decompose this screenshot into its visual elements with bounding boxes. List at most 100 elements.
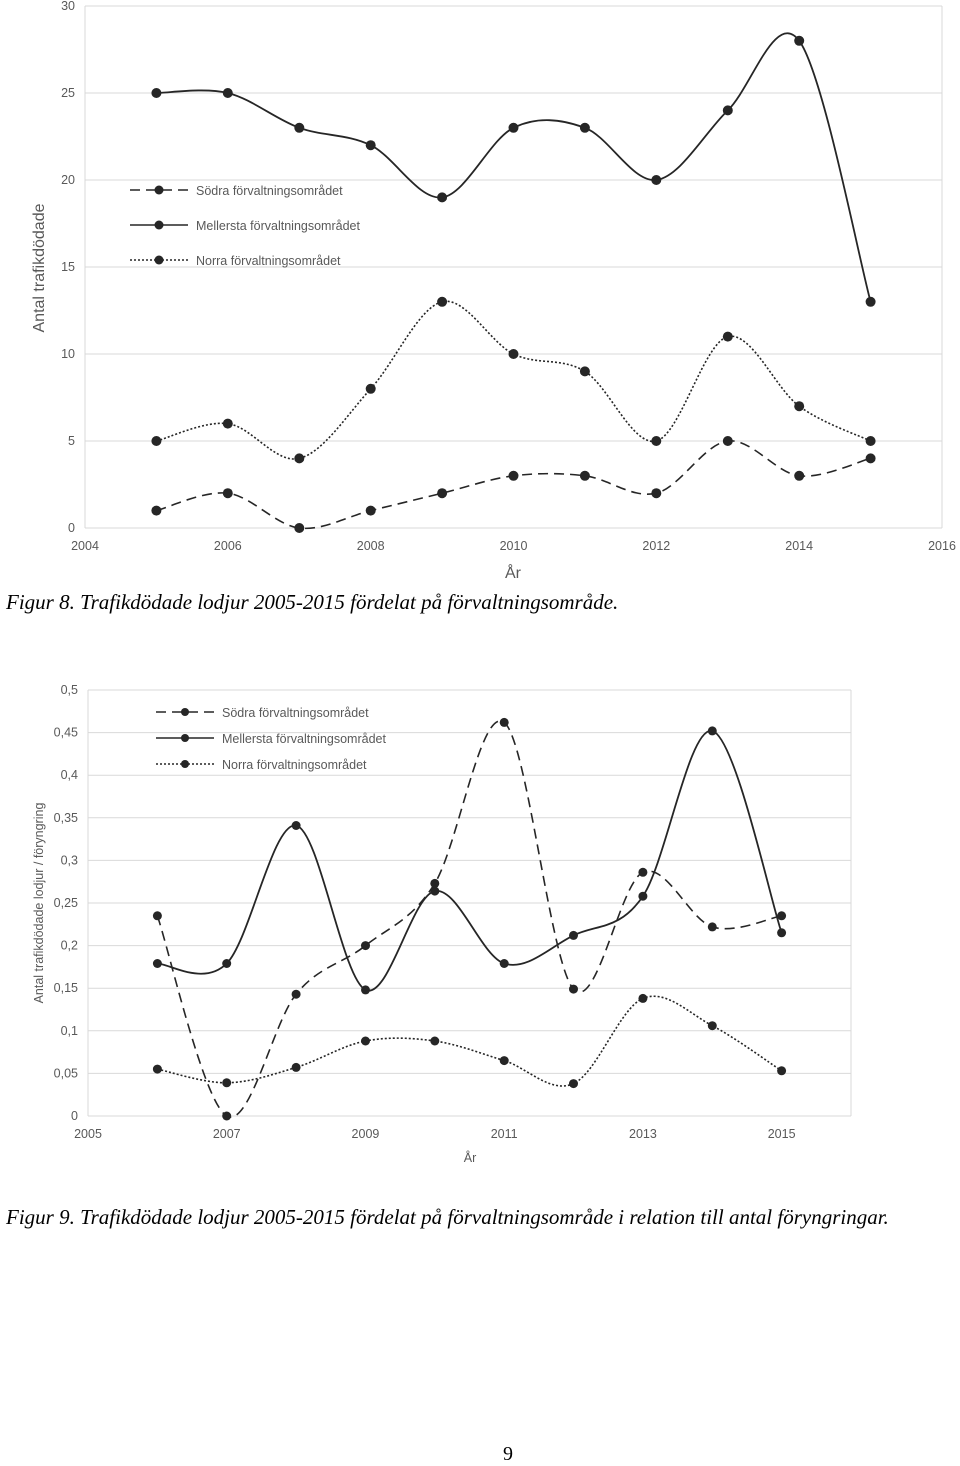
data-point [707,922,717,932]
data-point [508,349,519,359]
series-line [157,995,783,1087]
data-point [291,989,301,999]
y-tick-label: 0,05 [54,1066,78,1080]
data-point [508,122,519,133]
data-point [651,175,662,185]
legend-label: Södra förvaltningsområdet [196,184,343,198]
legend-label: Södra förvaltningsområdet [222,706,369,720]
x-tick-label: 2005 [74,1127,102,1141]
data-point [291,1062,301,1072]
x-tick-label: 2013 [629,1127,657,1141]
y-tick-label: 15 [61,260,75,274]
y-tick-label: 25 [61,86,75,100]
x-tick-label: 2016 [928,539,956,553]
data-point [365,383,376,394]
data-point [638,867,648,877]
y-tick-label: 20 [61,173,75,187]
data-point [365,505,376,516]
data-point [365,140,376,151]
data-point [638,891,648,901]
y-tick-label: 5 [68,434,75,448]
chart-traffic-deaths: 0 5 10 15 20 25 30 2004 2006 2008 2010 2012 2014 2016… [31,0,956,582]
x-tick-label: 2006 [214,539,242,553]
figure-9-caption: Figur 9. Trafikdödade lodjur 2005-2015 f… [6,1205,889,1229]
legend-label: Norra förvaltningsområdet [222,758,367,772]
data-point [794,401,805,412]
x-tick-label: 2010 [500,539,528,553]
data-point [151,505,162,516]
data-point [707,1021,717,1031]
x-tick-label: 2004 [71,539,99,553]
x-tick-label: 2014 [785,539,813,553]
data-point [294,523,305,533]
data-point [722,105,733,116]
data-point [651,436,662,446]
y-tick-label: 0,1 [61,1024,78,1038]
data-point [152,911,162,921]
data-point [579,122,590,133]
data-point [437,192,448,203]
data-point [437,488,448,499]
data-point [152,1064,162,1074]
data-point [222,88,233,98]
figure-8-caption: Figur 8. Trafikdödade lodjur 2005-2015 f… [6,590,619,614]
series-line [157,729,783,992]
data-point [437,296,448,307]
data-point [865,453,876,464]
data-point [430,878,440,888]
y-axis-title: Antal trafikdödade [31,203,48,332]
data-point [361,1036,370,1046]
data-point [569,984,578,994]
data-point [499,1056,509,1066]
y-tick-label: 0,5 [61,683,78,697]
data-point [569,930,578,940]
data-point [222,1078,232,1088]
series-line [156,720,782,1118]
data-point [361,941,370,951]
data-point [579,366,590,377]
legend-marker [154,185,164,195]
chart-traffic-deaths-per-reproduction: 0 0,05 0,1 0,15 0,2 0,25 0,3 0,35 0,4 0,45 0,5 2005… [32,683,852,1165]
y-tick-label: 0,3 [61,853,78,867]
y-axis-title: Antal trafikdödade lodjur / föryngring [32,803,46,1004]
x-axis-title: År [505,563,522,582]
data-point [294,122,305,133]
y-tick-label: 30 [61,0,75,13]
data-point [638,993,648,1003]
data-point [222,418,233,429]
data-point [361,985,370,995]
legend-marker [154,255,164,265]
data-point [722,331,733,342]
data-point [291,821,301,830]
legend-marker [181,760,189,768]
data-point [794,35,805,46]
y-tick-label: 0,45 [54,726,78,740]
data-point [222,1111,232,1121]
x-tick-label: 2015 [768,1127,796,1141]
page-number: 9 [503,1443,513,1465]
data-point [707,726,717,736]
legend-label: Mellersta förvaltningsområdet [196,219,360,233]
data-point [508,470,519,481]
data-point [651,488,662,499]
legend-marker [181,708,189,716]
data-point [152,959,162,968]
data-point [222,959,232,968]
y-tick-label: 0,15 [54,981,78,995]
legend-label: Norra förvaltningsområdet [196,254,341,268]
data-point [151,436,162,446]
data-point [430,1036,440,1046]
x-axis-title: År [464,1150,477,1165]
data-point [151,88,162,98]
x-tick-label: 2008 [357,539,385,553]
data-point [794,470,805,481]
x-tick-label: 2011 [491,1127,518,1141]
x-tick-label: 2007 [213,1127,241,1141]
data-point [777,1066,787,1076]
data-point [777,911,787,921]
data-point [499,959,509,968]
data-point [499,717,509,727]
data-point [430,886,440,896]
data-point [579,470,590,481]
y-tick-label: 0,2 [61,939,78,953]
